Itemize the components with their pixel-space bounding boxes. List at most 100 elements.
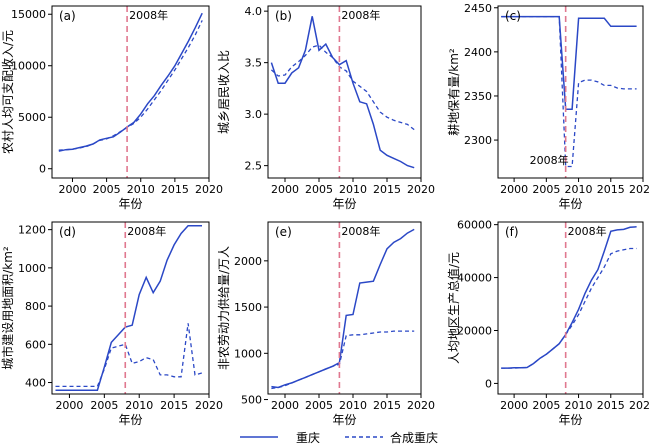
x-tick-label: 2000 [500, 399, 528, 412]
x-tick-label: 2015 [373, 183, 401, 196]
y-tick-label: 800 [25, 300, 46, 313]
panel-label: (a) [59, 9, 76, 23]
series-line-synthetic [501, 247, 637, 369]
treatment-label: 2008年 [129, 8, 168, 22]
x-tick-label: 2005 [305, 399, 333, 412]
x-tick-label: 2020 [629, 399, 650, 412]
y-tick-label: 40000 [457, 272, 492, 285]
x-tick-label: 2000 [271, 399, 299, 412]
x-tick-label: 2015 [597, 183, 625, 196]
x-axis-label: 年份 [332, 197, 356, 211]
x-axis-label: 年份 [118, 197, 142, 211]
y-tick-label: 10000 [11, 60, 46, 73]
x-tick-label: 2015 [597, 399, 625, 412]
y-tick-label: 2300 [464, 134, 492, 147]
plot-frame [497, 221, 644, 395]
y-tick-label: 2000 [234, 255, 262, 268]
chart-panel: 2008年 2000 2005 2010 2015 2020 2.5 3.0 3.5 4.0 (b)… [217, 5, 435, 211]
chart-panel: 2008年 2000 2005 2010 2015 2020 0 5000 10000 15000… [1, 5, 223, 211]
chart-panel: 2008年 2000 2005 2010 2015 2020 500 1000 1500 2000… [217, 221, 435, 427]
y-tick-label: 400 [25, 377, 46, 390]
panels-group: 2008年 2000 2005 2010 2015 2020 0 5000 10000 15000… [0, 2, 650, 427]
treatment-label: 2008年 [568, 224, 607, 238]
y-tick-label: 2350 [464, 90, 492, 103]
x-tick-label: 2020 [407, 399, 435, 412]
series-line-synthetic [58, 20, 203, 151]
x-tick-label: 2020 [195, 399, 223, 412]
series-line-chongqing [270, 16, 415, 169]
x-tick-label: 2000 [271, 183, 299, 196]
legend-label-chongqing: 重庆 [296, 431, 320, 445]
y-tick-label: 1000 [18, 262, 46, 275]
x-axis-label: 年份 [332, 413, 356, 427]
x-tick-label: 2005 [532, 183, 560, 196]
y-tick-label: 2450 [464, 2, 492, 15]
x-tick-label: 2010 [125, 399, 153, 412]
x-tick-label: 2005 [90, 399, 118, 412]
x-tick-label: 2010 [339, 183, 367, 196]
y-axis-label: 城市建设用地面积/km² [0, 246, 15, 370]
series-line-chongqing [271, 228, 415, 389]
panel-label: (e) [275, 225, 292, 239]
plot-frame [267, 5, 422, 179]
y-axis-label: 城乡居民收入比 [217, 50, 231, 134]
x-tick-label: 2005 [305, 183, 333, 196]
y-tick-label: 600 [25, 338, 46, 351]
chart-panel: 2008年 2000 2005 2010 2015 2020 2300 2350 2400 245… [446, 2, 650, 211]
x-tick-label: 2000 [500, 183, 528, 196]
y-tick-label: 0 [485, 377, 492, 390]
y-tick-label: 15000 [11, 8, 46, 21]
panel-label: (b) [275, 9, 292, 23]
x-tick-label: 2005 [532, 399, 560, 412]
y-axis-label: 非农劳动力供给量/万人 [217, 246, 231, 370]
chart-panel: 2008年 2000 2005 2010 2015 2020 0 20000 40000 6000… [446, 219, 650, 427]
panel-label: (d) [59, 225, 76, 239]
plot-frame [497, 5, 644, 179]
y-tick-label: 20000 [457, 324, 492, 337]
series-line-chongqing [55, 225, 202, 391]
x-tick-label: 2020 [407, 183, 435, 196]
chart-panel: 2008年 2000 2005 2010 2015 2020 400 600 800 1000 12… [0, 221, 223, 427]
y-tick-label: 2400 [464, 46, 492, 59]
panel-label: (f) [505, 225, 519, 239]
plot-frame [51, 221, 210, 395]
treatment-label: 2008年 [530, 153, 569, 167]
plot-frame [51, 5, 210, 179]
x-tick-label: 2010 [565, 183, 593, 196]
y-axis-label: 耕地保有量/km² [446, 48, 461, 136]
y-axis-label: 农村人均可支配收入/元 [1, 30, 15, 154]
x-axis-label: 年份 [558, 413, 582, 427]
y-tick-label: 60000 [457, 219, 492, 232]
y-axis-label: 人均地区生产总值/元 [446, 252, 461, 364]
x-tick-label: 2000 [58, 183, 86, 196]
y-tick-label: 5000 [18, 111, 46, 124]
x-tick-label: 2020 [629, 183, 650, 196]
y-tick-label: 3.0 [245, 108, 263, 121]
series-line-synthetic [271, 330, 415, 390]
treatment-label: 2008年 [341, 224, 380, 238]
series-line-chongqing [501, 226, 637, 369]
x-tick-label: 2010 [127, 183, 155, 196]
x-tick-label: 2015 [160, 399, 188, 412]
panel-label: (c) [505, 9, 521, 23]
series-line-chongqing [501, 15, 637, 110]
x-tick-label: 2010 [339, 399, 367, 412]
x-axis-label: 年份 [558, 197, 582, 211]
treatment-label: 2008年 [341, 8, 380, 22]
x-tick-label: 2020 [195, 183, 223, 196]
x-tick-label: 2015 [373, 399, 401, 412]
y-tick-label: 2.5 [245, 160, 263, 173]
y-tick-label: 4.0 [245, 5, 263, 18]
x-axis-label: 年份 [118, 413, 142, 427]
treatment-label: 2008年 [127, 224, 166, 238]
legend: 重庆 合成重庆 [240, 430, 438, 445]
x-tick-label: 2010 [565, 399, 593, 412]
series-line-synthetic [270, 44, 415, 131]
x-tick-label: 2015 [161, 183, 189, 196]
series-line-chongqing [58, 12, 203, 152]
plot-frame [267, 221, 422, 395]
series-line-synthetic [55, 323, 203, 388]
y-tick-label: 1200 [18, 224, 46, 237]
x-tick-label: 2005 [93, 183, 121, 196]
